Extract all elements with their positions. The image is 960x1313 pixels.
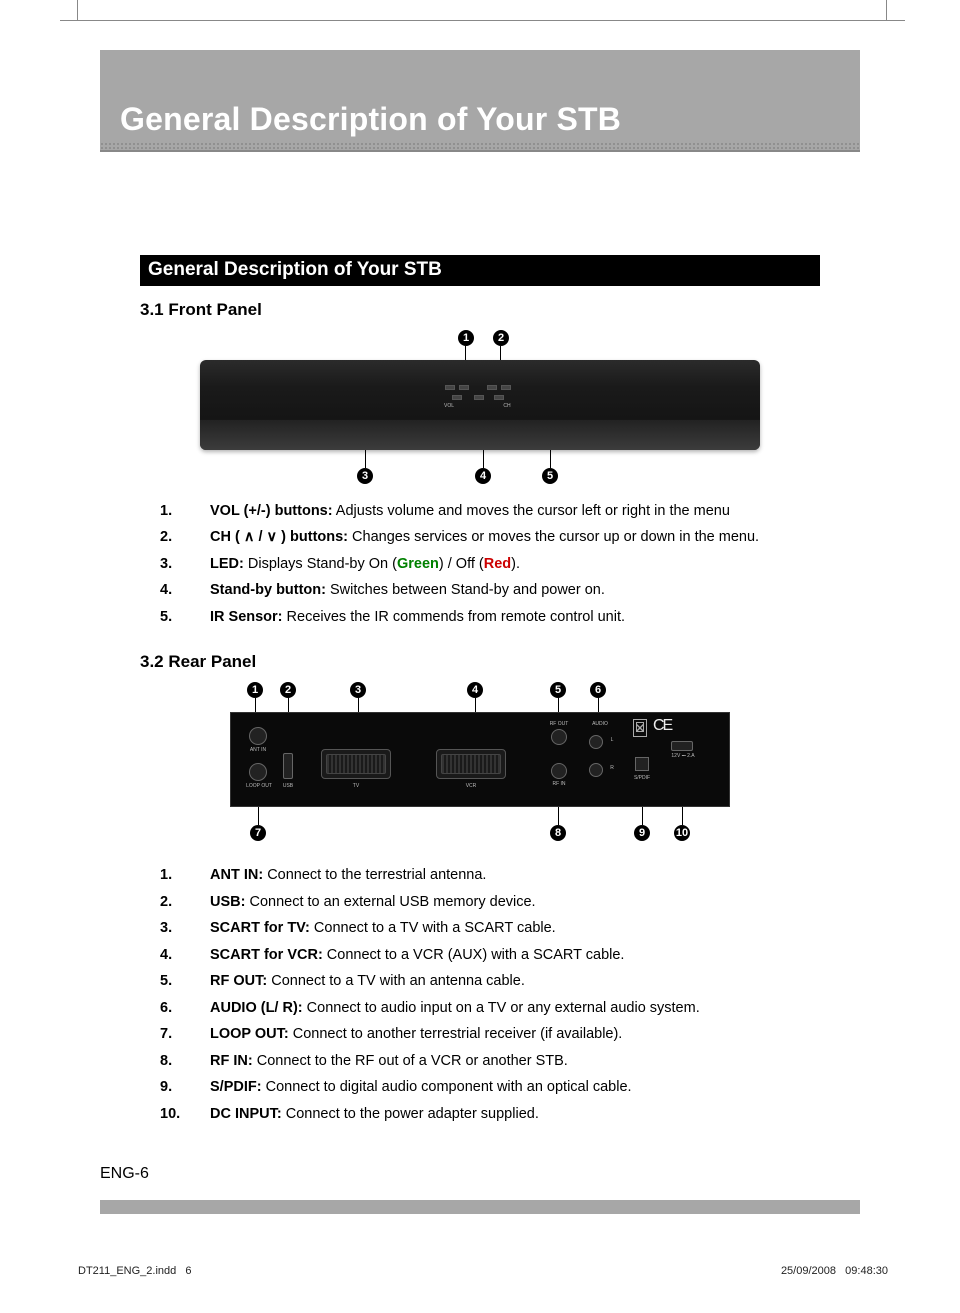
rear-panel-diagram: 1 2 3 4 5 6 ANT IN LOOP OUT USB TV VCR [230, 682, 730, 852]
list-item: 7.LOOP OUT: Connect to another terrestri… [188, 1023, 820, 1045]
footer-rule [100, 1200, 860, 1214]
callout-4: 4 [475, 468, 491, 484]
callout: 5 [550, 682, 566, 698]
section-heading-bar: General Description of Your STB [140, 255, 820, 286]
chapter-title: General Description of Your STB [120, 101, 621, 138]
list-item: 2.USB: Connect to an external USB memory… [188, 891, 820, 913]
footer-filename: DT211_ENG_2.indd 6 [78, 1265, 192, 1277]
list-item: 4.SCART for VCR: Connect to a VCR (AUX) … [188, 944, 820, 966]
callout: 7 [250, 825, 266, 841]
callout-3: 3 [357, 468, 373, 484]
stb-rear-device: ANT IN LOOP OUT USB TV VCR RF OUT RF IN … [230, 712, 730, 807]
list-item: 10.DC INPUT: Connect to the power adapte… [188, 1103, 820, 1125]
list-item: 4.Stand-by button: Switches between Stan… [188, 579, 820, 601]
list-item: 5.RF OUT: Connect to a TV with an antenn… [188, 970, 820, 992]
callout: 6 [590, 682, 606, 698]
list-item: 5.IR Sensor: Receives the IR commends fr… [188, 606, 820, 628]
list-item: 1.VOL (+/-) buttons: Adjusts volume and … [188, 500, 820, 522]
callout: 10 [674, 825, 690, 841]
ce-mark-icon: CE [653, 717, 671, 735]
chapter-header: General Description of Your STB [100, 50, 860, 150]
callout: 2 [280, 682, 296, 698]
page-content: General Description of Your STB 3.1 Fron… [140, 255, 820, 1149]
list-item: 3.LED: Displays Stand-by On (Green) / Of… [188, 553, 820, 575]
weee-icon [633, 719, 647, 737]
list-item: 1.ANT IN: Connect to the terrestrial ant… [188, 864, 820, 886]
list-item: 6.AUDIO (L/ R): Connect to audio input o… [188, 997, 820, 1019]
front-panel-diagram: 1 2 VOL CH ⊕ Ninka 3 4 5 [200, 330, 760, 490]
callout: 1 [247, 682, 263, 698]
footer-timestamp: 25/09/2008 09:48:30 [781, 1265, 888, 1277]
callout-5: 5 [542, 468, 558, 484]
stb-front-device: VOL CH ⊕ Ninka [200, 360, 760, 450]
brand-label: ⊕ Ninka [214, 434, 240, 442]
list-item: 2.CH ( ∧ / ∨ ) buttons: Changes services… [188, 526, 820, 548]
callout-1: 1 [458, 330, 474, 346]
callout: 9 [634, 825, 650, 841]
front-panel-heading: 3.1 Front Panel [140, 300, 820, 320]
rear-panel-heading: 3.2 Rear Panel [140, 652, 820, 672]
callout: 8 [550, 825, 566, 841]
rear-panel-list: 1.ANT IN: Connect to the terrestrial ant… [188, 864, 820, 1125]
callout-2: 2 [493, 330, 509, 346]
list-item: 9.S/PDIF: Connect to digital audio compo… [188, 1076, 820, 1098]
callout: 3 [350, 682, 366, 698]
list-item: 8.RF IN: Connect to the RF out of a VCR … [188, 1050, 820, 1072]
front-panel-list: 1.VOL (+/-) buttons: Adjusts volume and … [188, 500, 820, 628]
callout: 4 [467, 682, 483, 698]
page-number: ENG-6 [100, 1165, 149, 1183]
crop-marks [0, 0, 960, 30]
list-item: 3.SCART for TV: Connect to a TV with a S… [188, 917, 820, 939]
